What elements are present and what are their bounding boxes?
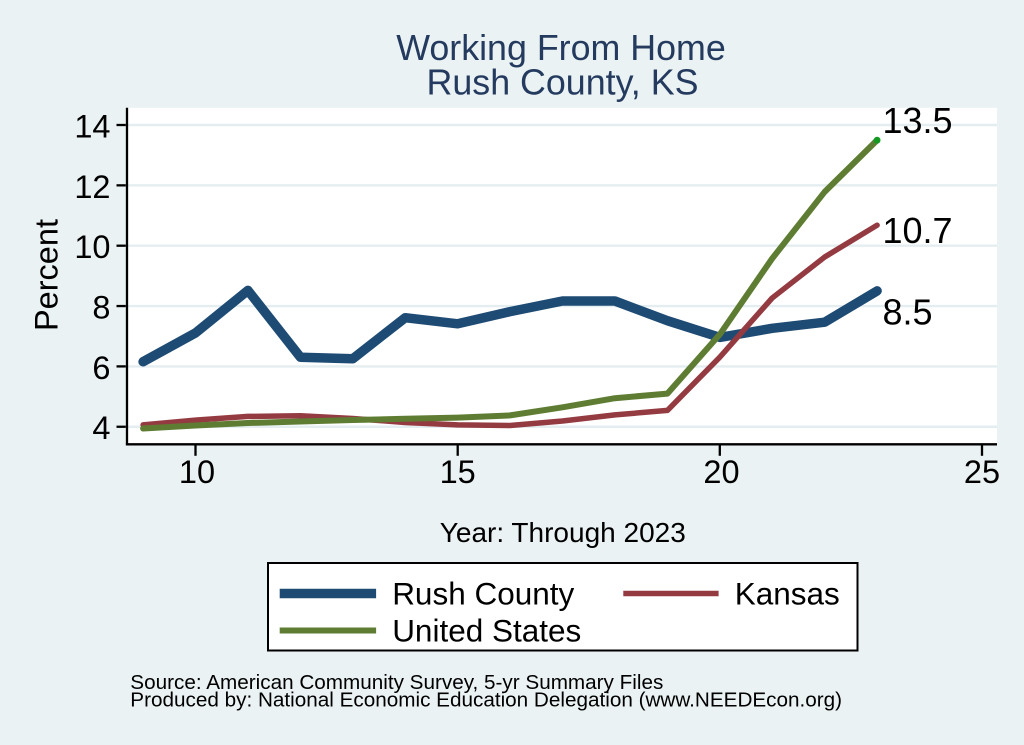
svg-text:15: 15	[440, 454, 476, 490]
svg-text:8.5: 8.5	[883, 291, 933, 332]
svg-text:Source: American Community Sur: Source: American Community Survey, 5-yr …	[130, 671, 663, 694]
svg-text:13.5: 13.5	[883, 100, 953, 141]
svg-text:Rush County, KS: Rush County, KS	[427, 62, 699, 102]
svg-text:Year: Through 2023: Year: Through 2023	[440, 517, 686, 548]
svg-text:10: 10	[74, 229, 110, 265]
svg-text:6: 6	[92, 350, 110, 386]
svg-text:Produced by: National Economic: Produced by: National Economic Education…	[130, 689, 842, 712]
svg-text:10: 10	[179, 454, 215, 490]
svg-text:12: 12	[74, 169, 110, 205]
svg-text:4: 4	[92, 410, 110, 446]
svg-text:20: 20	[703, 454, 739, 490]
svg-text:United States: United States	[392, 612, 581, 648]
svg-text:Working From Home: Working From Home	[396, 28, 726, 68]
svg-text:14: 14	[74, 108, 110, 144]
svg-text:10.7: 10.7	[883, 210, 953, 251]
svg-text:Percent: Percent	[29, 219, 65, 331]
svg-text:Rush County: Rush County	[392, 575, 574, 611]
svg-text:Kansas: Kansas	[735, 575, 840, 611]
svg-text:25: 25	[964, 454, 1000, 490]
svg-text:8: 8	[92, 290, 110, 326]
